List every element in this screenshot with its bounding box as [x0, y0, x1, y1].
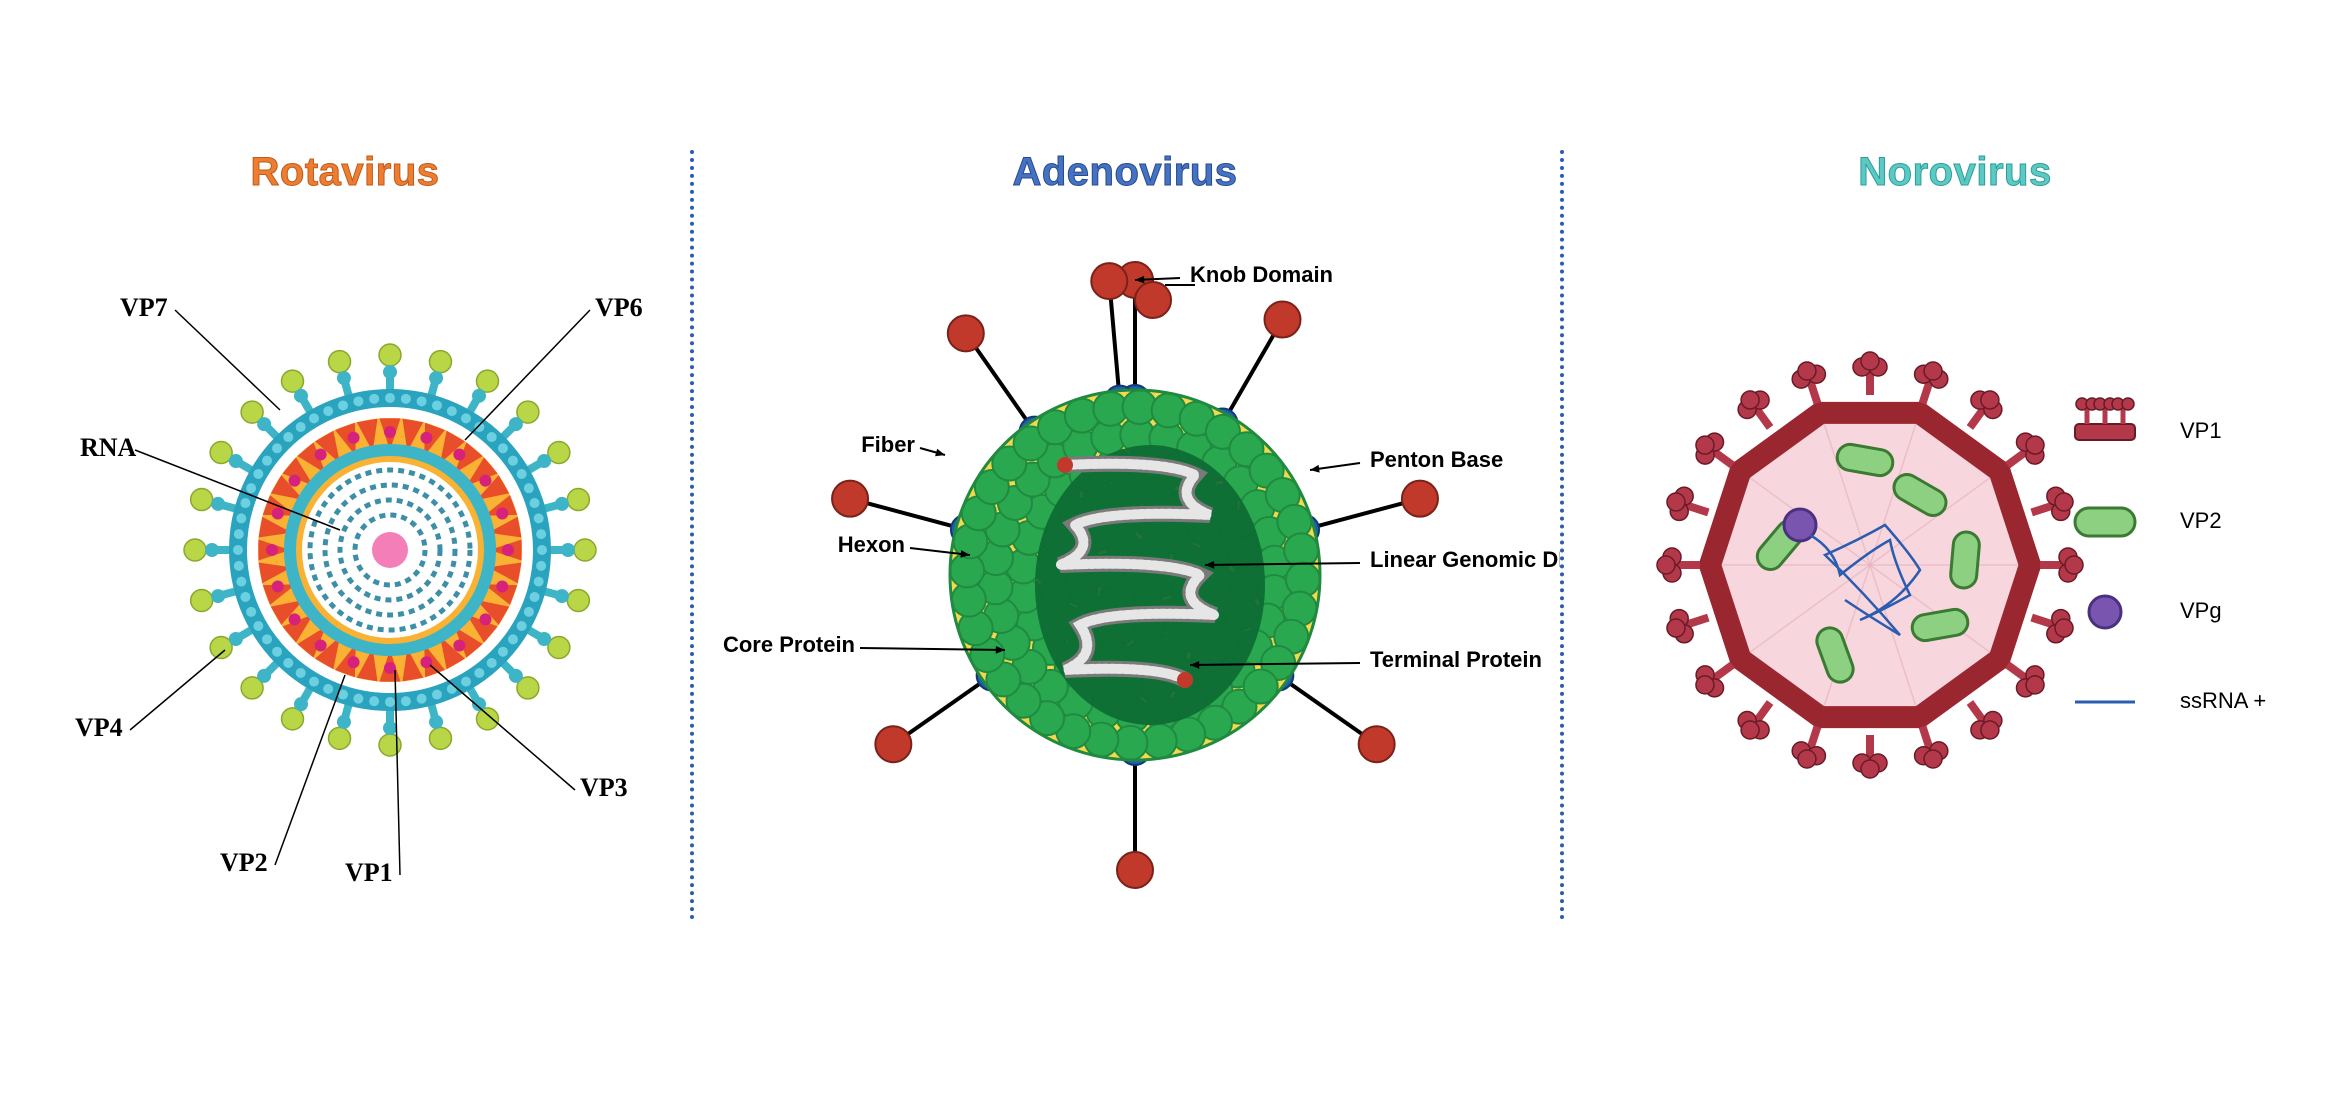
rotavirus-panel: Rotavirus VP7VP6RNAVP4VP3VP2VP1	[0, 0, 690, 1112]
rotavirus-label: VP6	[595, 293, 643, 322]
rotavirus-label: VP2	[220, 848, 268, 877]
norovirus-panel: Norovirus VP1VP2VPgssRNA +	[1560, 0, 2350, 1112]
rotavirus-label: RNA	[80, 433, 137, 462]
adenovirus-label: Penton Base	[1370, 447, 1503, 472]
legend-label-ssrna: ssRNA +	[2180, 688, 2266, 713]
legend-label-vp2: VP2	[2180, 508, 2222, 533]
rotavirus-label: VP4	[75, 713, 123, 742]
adenovirus-label: Terminal Protein	[1370, 647, 1542, 672]
rotavirus-diagram: VP7 VP6 RNA VP4 VP3 VP2 VP1	[0, 0, 690, 1112]
legend-label-vp1: VP1	[2180, 418, 2222, 443]
rotavirus-label: VP1	[345, 858, 393, 887]
adenovirus-label: Knob Domain	[1190, 262, 1333, 287]
adenovirus-label: Hexon	[838, 532, 905, 557]
norovirus-diagram: VP1 VP2 VPg ssRNA +	[1560, 0, 2350, 1112]
rotavirus-label: VP7	[120, 293, 168, 322]
adenovirus-panel: Adenovirus Knob DomainFiberPenton BaseHe…	[690, 0, 1560, 1112]
rotavirus-label: VP3	[580, 773, 628, 802]
adenovirus-diagram: Knob Domain Fiber Penton Base Hexon Linear G…	[690, 0, 1560, 1112]
adenovirus-label: Core Protein	[723, 632, 855, 657]
legend-label-vpg: VPg	[2180, 598, 2222, 623]
adenovirus-label: Linear Genomic DNA	[1370, 547, 1560, 572]
adenovirus-label: Fiber	[861, 432, 915, 457]
